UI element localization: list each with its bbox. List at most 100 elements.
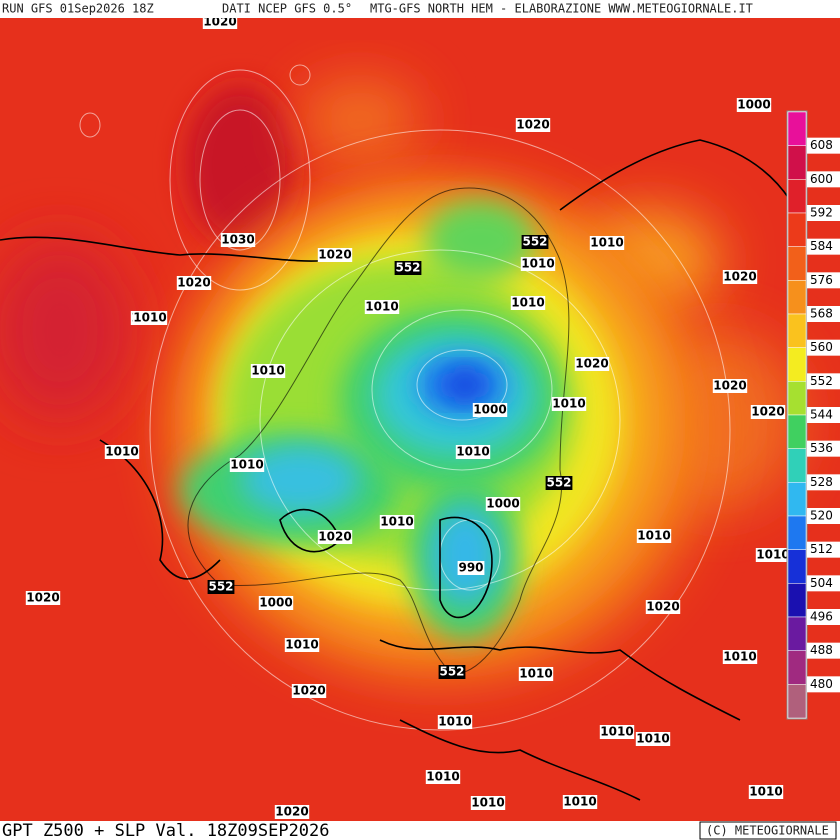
colorbar-label: 512 [810,542,833,556]
footer-band [0,821,840,840]
z500-label-box [394,261,422,275]
colorbar-label-bg [807,575,840,592]
slp-label-box [274,805,310,819]
colorbar-label: 608 [810,138,833,152]
coastlines [0,139,791,801]
slp-label: 1010 [637,529,670,543]
colorbar-label: 568 [810,307,833,321]
slp-label: 1010 [365,300,398,314]
slp-label: 1010 [133,311,166,325]
slp-label-box [750,405,786,419]
slp-label: 1020 [318,530,351,544]
slp-label-box [250,364,286,378]
credit-label: MTG-GFS NORTH HEM - ELABORAZIONE WWW.MET… [370,2,753,16]
copyright-box [699,821,837,840]
slp-label-box [455,445,491,459]
slp-label-box [515,118,551,132]
slp-label-box [379,515,415,529]
slp-label: 1020 [26,591,59,605]
slp-label-box [551,397,587,411]
colorbar-label-bg [807,306,840,322]
slp-label: 1010 [471,796,504,810]
slp-label: 1010 [552,397,585,411]
slp-label-box [562,795,598,809]
slp-label: 1010 [563,795,596,809]
slp-label-box [755,548,791,562]
colorbar-swatch [787,347,807,382]
z500-label: 552 [522,235,547,249]
slp-label: 1010 [456,445,489,459]
colorbar-label-bg [807,238,840,255]
slp-label-box [518,667,554,681]
slp-label-box [25,591,61,605]
slp-label-box [284,638,320,652]
colorbar-swatch [787,212,807,247]
z500-label-box [545,476,573,490]
colorbar-swatch [787,616,807,651]
slp-label: 1010 [251,364,284,378]
slp-label-box [317,248,353,262]
colorbar-label: 536 [810,441,833,455]
colorbar-label-bg [807,474,840,491]
colorbar-label-bg [807,642,840,659]
slp-label-box [258,596,294,610]
slp-label: 1030 [221,233,254,247]
slp-label: 1020 [751,405,784,419]
colorbar-label: 528 [810,475,833,489]
colorbar-label: 584 [810,239,833,253]
colorbar-swatch [787,650,807,685]
z500-contours [187,187,570,674]
colorbar-swatch [787,145,807,180]
slp-label: 1010 [723,650,756,664]
slp-label: 1010 [749,785,782,799]
colorbar-label-bg [807,373,840,390]
slp-label: 1020 [646,600,679,614]
z500-label: 552 [439,665,464,679]
colorbar-label-bg [807,272,840,289]
slp-label: 1020 [723,270,756,284]
slp-label-box [574,357,610,371]
slp-label: 1010 [519,667,552,681]
colorbar-label: 552 [810,374,833,388]
slp-label-box [220,233,256,247]
colorbar-label-bg [807,137,840,154]
slp-label-box [364,300,400,314]
colorbar: 608 600 592 584 576 568 560 552 544 536 528 520 512 5… [786,110,840,720]
colorbar-label: 544 [810,408,833,422]
slp-label: 1010 [380,515,413,529]
slp-label-box [736,98,772,112]
slp-label-box [470,796,506,810]
copyright: (C) METEOGIORNALE [706,824,829,838]
colorbar-label-bg [807,609,840,625]
colorbar-swatch [787,280,807,315]
contour-labels: 1020 1020 1000 1030 1020 1020 1010 1010 1020 1020… [25,15,791,819]
run-label: RUN GFS 01Sep2026 18Z [2,2,154,16]
slp-label: 1010 [438,715,471,729]
slp-label-box [485,497,521,511]
colorbar-swatch [787,583,807,618]
slp-label-box [722,270,758,284]
colorbar-label: 520 [810,509,833,523]
colorbar-swatch [787,448,807,483]
colorbar-label-bg [807,440,840,457]
colorbar-label: 480 [810,677,833,691]
slp-label-box [176,276,212,290]
slp-label: 1000 [259,596,292,610]
colorbar-swatch [787,313,807,348]
colorbar-label-bg [807,676,840,693]
colorbar-label-bg [807,339,840,356]
slp-label-box [722,650,758,664]
colorbar-label-bg [807,407,840,423]
z500-label: 552 [546,476,571,490]
z500-label-box [207,580,235,594]
slp-label-box [425,770,461,784]
slp-label: 1020 [516,118,549,132]
colorbar-swatch [787,179,807,214]
colorbar-label: 488 [810,643,833,657]
slp-label-box [472,403,508,417]
slp-label: 1020 [177,276,210,290]
colorbar-label-bg [807,205,840,221]
colorbar-swatch [787,515,807,550]
